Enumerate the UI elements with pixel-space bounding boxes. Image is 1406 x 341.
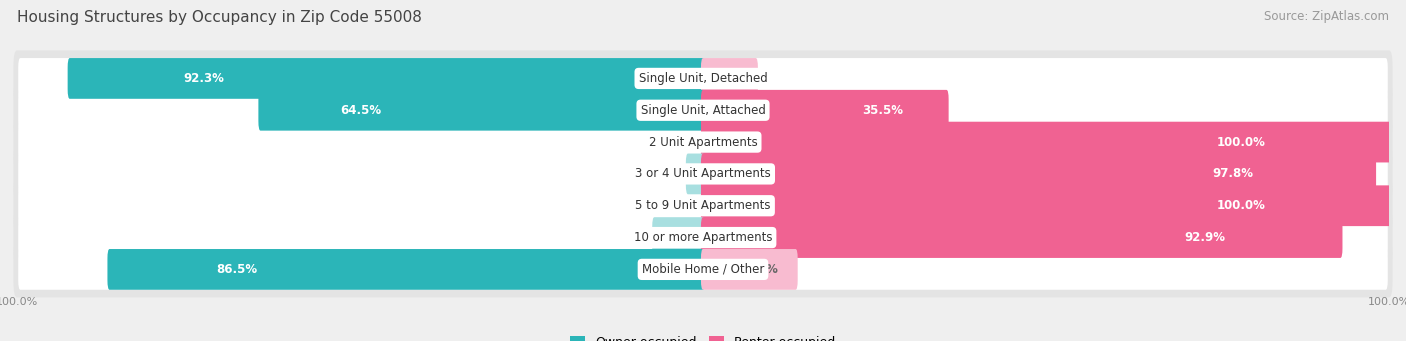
FancyBboxPatch shape xyxy=(14,146,1392,202)
FancyBboxPatch shape xyxy=(14,50,1392,106)
Text: 92.9%: 92.9% xyxy=(1185,231,1226,244)
Text: Single Unit, Detached: Single Unit, Detached xyxy=(638,72,768,85)
FancyBboxPatch shape xyxy=(67,58,704,99)
FancyBboxPatch shape xyxy=(702,217,1343,258)
Text: 64.5%: 64.5% xyxy=(340,104,381,117)
FancyBboxPatch shape xyxy=(259,90,704,131)
Text: 3 or 4 Unit Apartments: 3 or 4 Unit Apartments xyxy=(636,167,770,180)
FancyBboxPatch shape xyxy=(702,58,758,99)
Text: 35.5%: 35.5% xyxy=(862,104,903,117)
Text: Source: ZipAtlas.com: Source: ZipAtlas.com xyxy=(1264,10,1389,23)
Legend: Owner-occupied, Renter-occupied: Owner-occupied, Renter-occupied xyxy=(565,331,841,341)
FancyBboxPatch shape xyxy=(702,249,797,290)
Text: 0.0%: 0.0% xyxy=(664,199,696,212)
FancyBboxPatch shape xyxy=(14,82,1392,138)
Text: 86.5%: 86.5% xyxy=(217,263,257,276)
Text: 97.8%: 97.8% xyxy=(1212,167,1253,180)
FancyBboxPatch shape xyxy=(14,114,1392,170)
Text: 13.5%: 13.5% xyxy=(738,263,779,276)
Text: 100.0%: 100.0% xyxy=(1216,136,1265,149)
Text: 100.0%: 100.0% xyxy=(1216,199,1265,212)
FancyBboxPatch shape xyxy=(18,122,1388,162)
FancyBboxPatch shape xyxy=(14,241,1392,297)
Text: Single Unit, Attached: Single Unit, Attached xyxy=(641,104,765,117)
FancyBboxPatch shape xyxy=(107,249,704,290)
FancyBboxPatch shape xyxy=(652,217,704,258)
FancyBboxPatch shape xyxy=(18,153,1388,194)
FancyBboxPatch shape xyxy=(14,178,1392,234)
FancyBboxPatch shape xyxy=(18,58,1388,99)
Text: 2 Unit Apartments: 2 Unit Apartments xyxy=(648,136,758,149)
Text: Housing Structures by Occupancy in Zip Code 55008: Housing Structures by Occupancy in Zip C… xyxy=(17,10,422,25)
Text: 7.1%: 7.1% xyxy=(664,231,696,244)
FancyBboxPatch shape xyxy=(18,249,1388,290)
FancyBboxPatch shape xyxy=(18,217,1388,258)
FancyBboxPatch shape xyxy=(702,186,1391,226)
FancyBboxPatch shape xyxy=(702,122,1391,162)
Text: Mobile Home / Other: Mobile Home / Other xyxy=(641,263,765,276)
FancyBboxPatch shape xyxy=(14,210,1392,266)
Text: 7.7%: 7.7% xyxy=(714,72,747,85)
FancyBboxPatch shape xyxy=(686,153,704,194)
FancyBboxPatch shape xyxy=(18,186,1388,226)
Text: 0.0%: 0.0% xyxy=(664,136,696,149)
Text: 92.3%: 92.3% xyxy=(184,72,225,85)
FancyBboxPatch shape xyxy=(18,90,1388,131)
FancyBboxPatch shape xyxy=(702,153,1376,194)
FancyBboxPatch shape xyxy=(702,90,949,131)
Text: 5 to 9 Unit Apartments: 5 to 9 Unit Apartments xyxy=(636,199,770,212)
Text: 10 or more Apartments: 10 or more Apartments xyxy=(634,231,772,244)
Text: 2.2%: 2.2% xyxy=(690,167,723,180)
